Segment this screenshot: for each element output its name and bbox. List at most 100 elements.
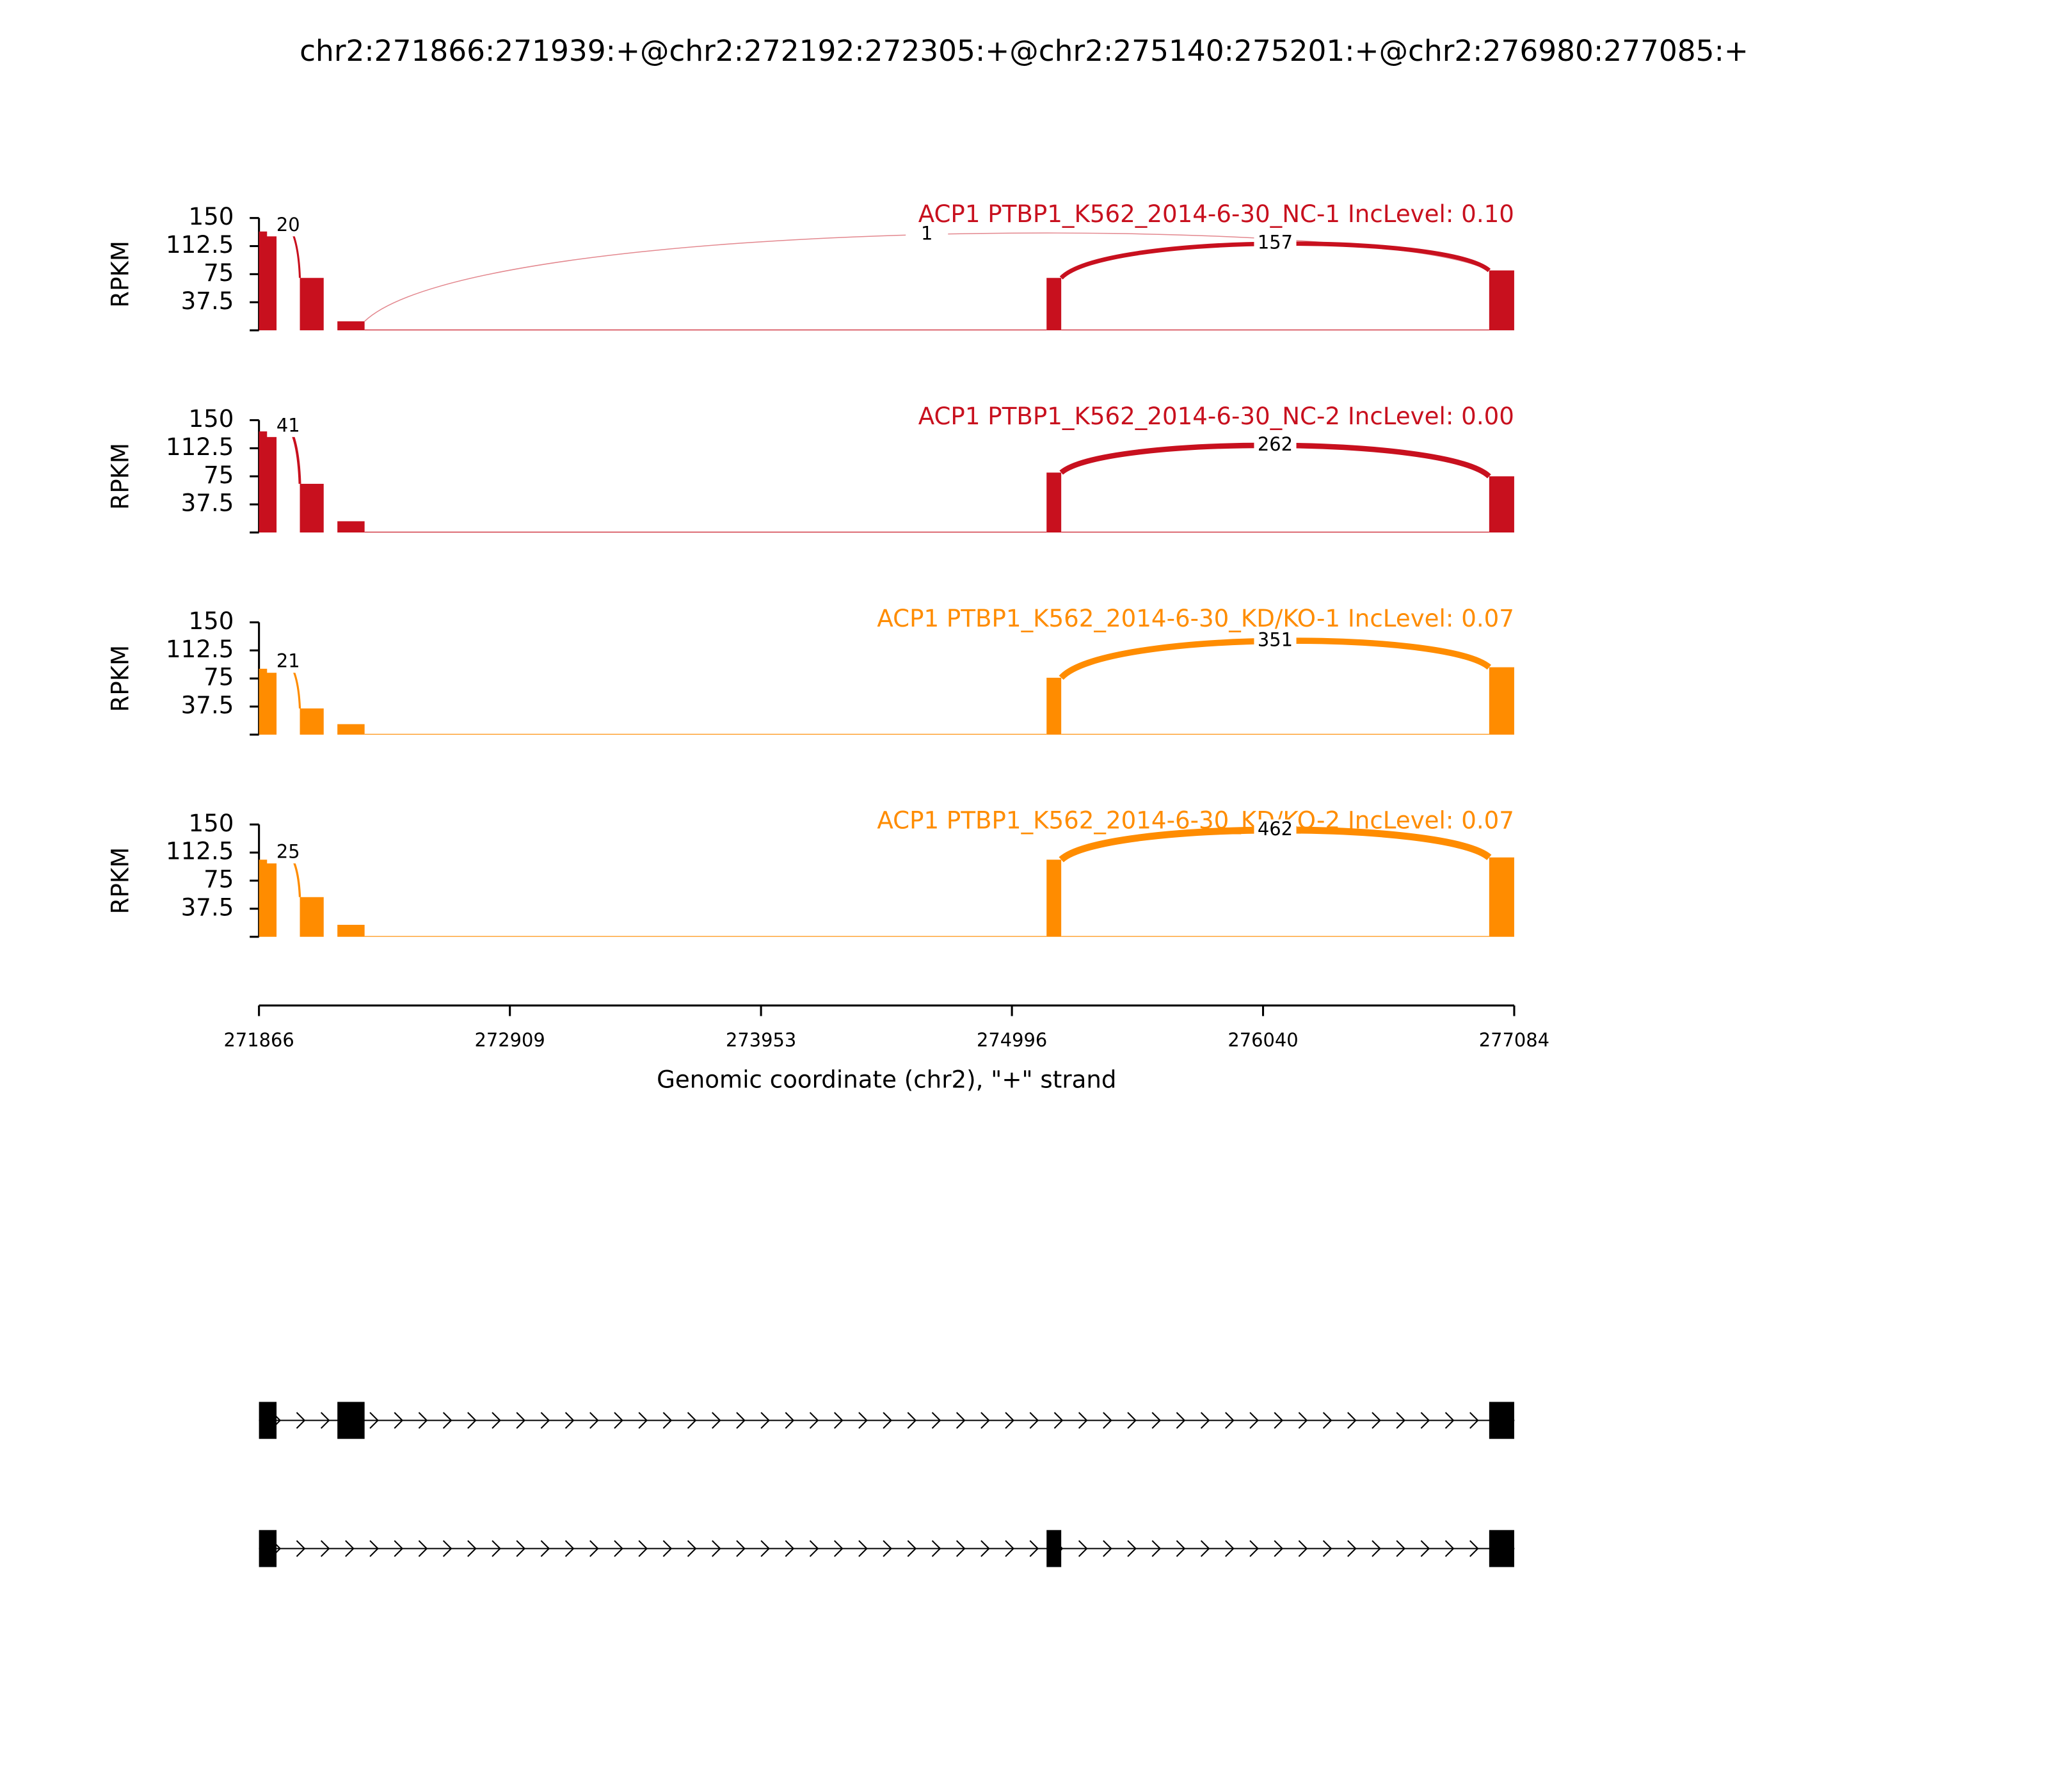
strand-arrow bbox=[516, 1540, 526, 1557]
strand-arrow bbox=[1078, 1540, 1088, 1557]
y-tick-label: 150 bbox=[188, 405, 234, 433]
strand-arrow bbox=[687, 1540, 697, 1557]
coverage-block bbox=[259, 668, 277, 735]
x-tick-label: 272909 bbox=[475, 1029, 545, 1051]
strand-arrow bbox=[1151, 1412, 1162, 1429]
y-tick-label: 75 bbox=[204, 461, 234, 489]
strand-arrow bbox=[980, 1412, 990, 1429]
x-tick-label: 271866 bbox=[223, 1029, 294, 1051]
strand-arrow bbox=[418, 1540, 428, 1557]
y-tick-label: 75 bbox=[204, 664, 234, 691]
strand-arrow bbox=[834, 1540, 844, 1557]
exon-block bbox=[1046, 1530, 1062, 1567]
strand-arrow bbox=[1420, 1412, 1430, 1429]
coverage-block bbox=[364, 936, 1047, 937]
junction-label: 157 bbox=[1258, 232, 1293, 253]
strand-arrow bbox=[760, 1540, 771, 1557]
strand-arrow bbox=[614, 1540, 623, 1557]
x-tick-label: 274996 bbox=[977, 1029, 1047, 1051]
junction-label: 41 bbox=[276, 414, 300, 436]
strand-arrow bbox=[1103, 1412, 1112, 1429]
strand-arrow bbox=[369, 1540, 379, 1557]
strand-arrow bbox=[907, 1540, 917, 1557]
coverage-block bbox=[337, 925, 365, 937]
strand-arrow bbox=[394, 1540, 404, 1557]
strand-arrow bbox=[1322, 1540, 1332, 1557]
y-tick-label: 150 bbox=[188, 607, 234, 635]
junction-label-bg bbox=[267, 215, 310, 237]
strand-arrow bbox=[492, 1540, 501, 1557]
coverage-block bbox=[1046, 860, 1062, 937]
y-tick-label: 112.5 bbox=[166, 636, 234, 663]
coverage-block bbox=[1046, 278, 1062, 331]
strand-arrow bbox=[785, 1412, 795, 1429]
junction-label: 462 bbox=[1258, 818, 1293, 840]
x-tick-label: 276040 bbox=[1228, 1029, 1298, 1051]
strand-arrow bbox=[442, 1540, 452, 1557]
exon-block bbox=[259, 1530, 277, 1567]
strand-arrow bbox=[320, 1540, 330, 1557]
coverage-block bbox=[300, 897, 324, 937]
strand-arrow bbox=[1127, 1412, 1137, 1429]
junction-label: 21 bbox=[276, 650, 300, 672]
y-tick-label: 37.5 bbox=[181, 692, 234, 719]
strand-arrow bbox=[1347, 1540, 1357, 1557]
junction-label-bg bbox=[267, 652, 310, 673]
junction-label-bg bbox=[1254, 233, 1297, 255]
coverage-block bbox=[300, 708, 324, 735]
junction-label: 262 bbox=[1258, 433, 1293, 455]
strand-arrow bbox=[540, 1540, 550, 1557]
y-tick-label: 75 bbox=[204, 259, 234, 287]
strand-arrow bbox=[858, 1412, 868, 1429]
y-tick-label: 37.5 bbox=[181, 893, 234, 921]
y-tick-label: 150 bbox=[188, 203, 234, 230]
x-tick-label: 277084 bbox=[1479, 1029, 1549, 1051]
strand-arrow bbox=[712, 1540, 721, 1557]
panel-label: ACP1 PTBP1_K562_2014-6-30_NC-2 IncLevel:… bbox=[918, 403, 1514, 430]
strand-arrow bbox=[785, 1540, 795, 1557]
strand-arrow bbox=[1298, 1412, 1308, 1429]
y-axis-label: RPKM bbox=[106, 847, 134, 915]
coverage-block bbox=[300, 278, 324, 331]
strand-arrow bbox=[589, 1412, 599, 1429]
strand-arrow bbox=[980, 1540, 990, 1557]
strand-arrow bbox=[1176, 1412, 1186, 1429]
y-tick-label: 75 bbox=[204, 866, 234, 893]
y-tick-label: 112.5 bbox=[166, 433, 234, 461]
strand-arrow bbox=[1347, 1412, 1357, 1429]
y-tick-label: 37.5 bbox=[181, 490, 234, 517]
exon-block bbox=[1489, 1530, 1514, 1567]
y-tick-label: 37.5 bbox=[181, 287, 234, 315]
strand-arrow bbox=[564, 1412, 575, 1429]
strand-arrow bbox=[907, 1412, 917, 1429]
strand-arrow bbox=[614, 1412, 623, 1429]
coverage-block bbox=[1046, 472, 1062, 532]
strand-arrow bbox=[394, 1412, 404, 1429]
strand-arrow bbox=[492, 1412, 501, 1429]
strand-arrow bbox=[1469, 1540, 1479, 1557]
strand-arrow bbox=[1103, 1540, 1112, 1557]
strand-arrow bbox=[687, 1412, 697, 1429]
strand-arrow bbox=[1444, 1540, 1455, 1557]
strand-arrow bbox=[1029, 1412, 1039, 1429]
strand-arrow bbox=[1372, 1412, 1381, 1429]
y-axis-label: RPKM bbox=[106, 443, 134, 510]
coverage-block bbox=[300, 483, 324, 532]
y-tick-label: 150 bbox=[188, 810, 234, 837]
coverage-block bbox=[259, 231, 277, 331]
y-axis-label: RPKM bbox=[106, 645, 134, 712]
strand-arrow bbox=[467, 1412, 477, 1429]
strand-arrow bbox=[516, 1412, 526, 1429]
strand-arrow bbox=[1372, 1540, 1381, 1557]
strand-arrow bbox=[834, 1412, 844, 1429]
strand-arrow bbox=[662, 1540, 673, 1557]
chart-title: chr2:271866:271939:+@chr2:272192:272305:… bbox=[300, 34, 1748, 68]
strand-arrow bbox=[1176, 1540, 1186, 1557]
coverage-block bbox=[1489, 476, 1514, 532]
strand-arrow bbox=[1249, 1540, 1259, 1557]
strand-arrow bbox=[418, 1412, 428, 1429]
coverage-block bbox=[1061, 733, 1489, 735]
strand-arrow bbox=[1444, 1412, 1455, 1429]
